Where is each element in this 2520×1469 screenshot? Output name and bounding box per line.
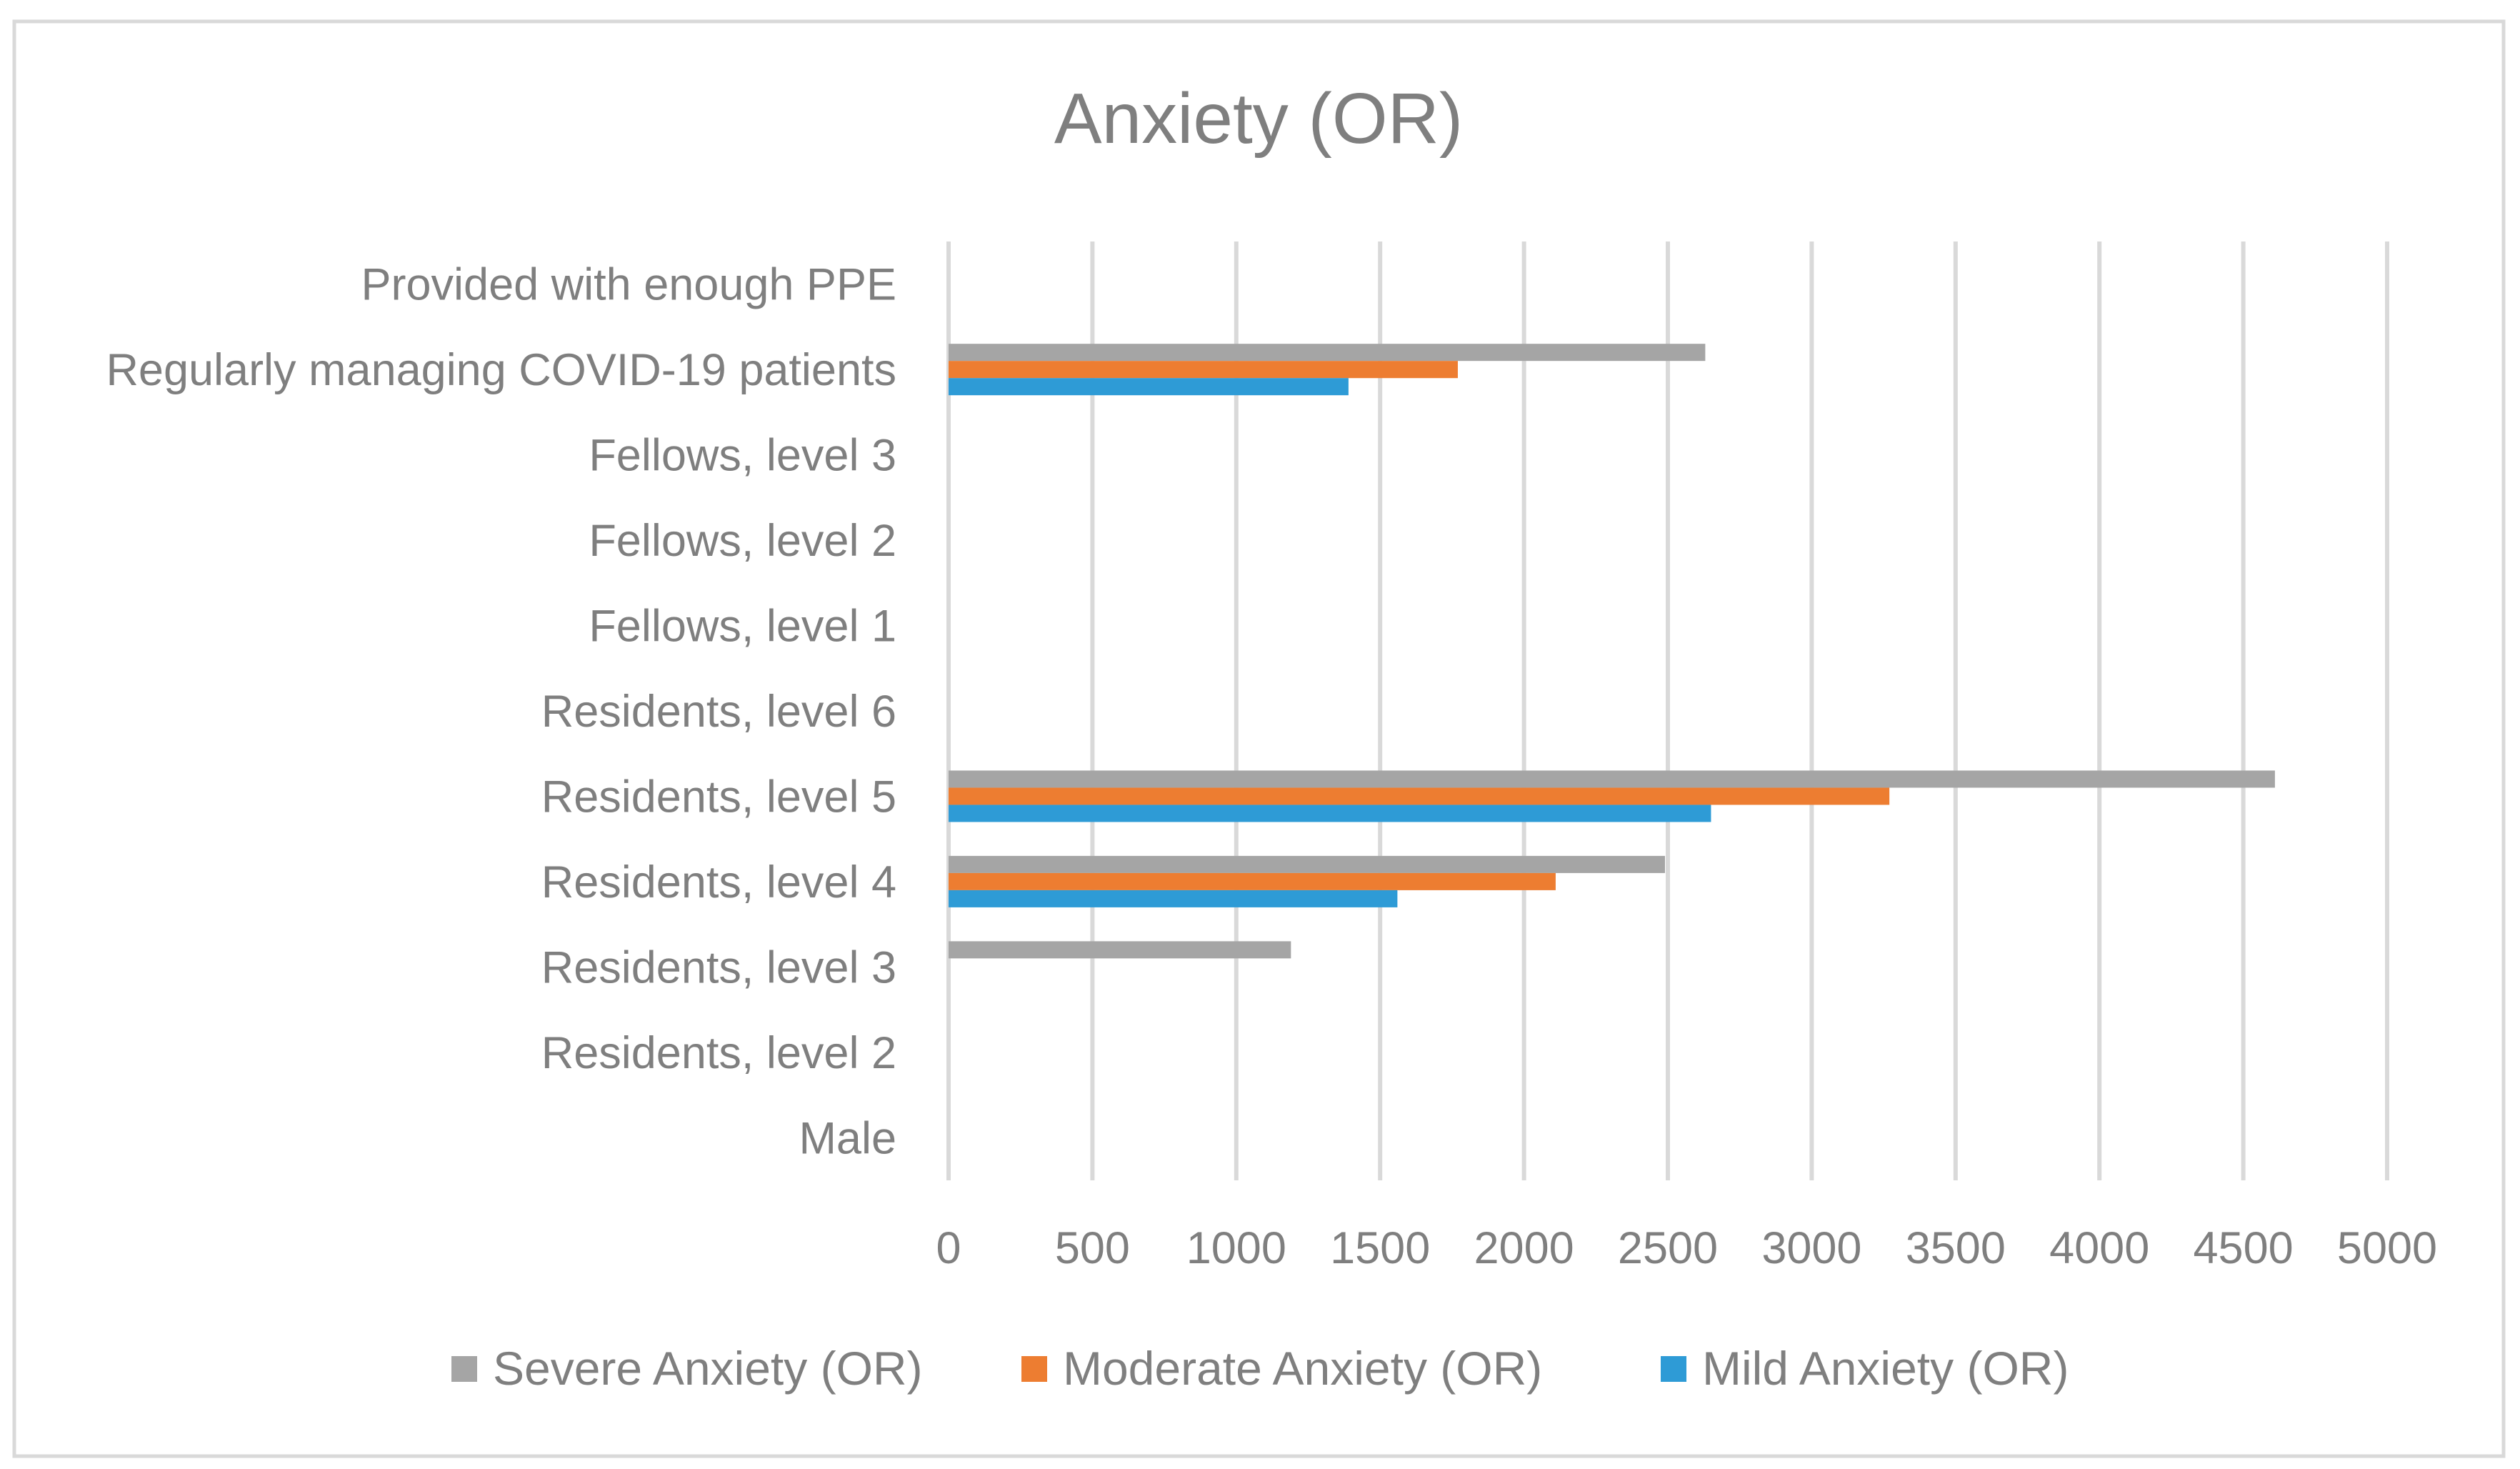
gridlines <box>946 241 2389 1180</box>
x-tick-label: 2500 <box>1618 1223 1718 1273</box>
legend-label-severe-anxiety-or: Severe Anxiety (OR) <box>493 1342 923 1395</box>
category-label-provided-with-enough-ppe: Provided with enough PPE <box>361 260 896 310</box>
bar-moderate-anxiety-or-residents-level-4 <box>949 872 1556 890</box>
category-label-residents-level-6: Residents, level 6 <box>541 687 896 737</box>
category-label-male: Male <box>799 1113 896 1163</box>
bar-moderate-anxiety-or-residents-level-5 <box>949 787 1890 805</box>
x-tick-label: 4500 <box>2194 1223 2294 1273</box>
category-label-residents-level-4: Residents, level 4 <box>541 857 896 907</box>
x-tick-label: 1500 <box>1330 1223 1430 1273</box>
category-label-residents-level-2: Residents, level 2 <box>541 1028 896 1078</box>
legend-label-mild-anxiety-or: Mild Anxiety (OR) <box>1702 1342 2069 1395</box>
chart-frame <box>12 19 2506 1458</box>
bar-moderate-anxiety-or-regularly-managing-covid-19-patients <box>949 361 1458 379</box>
x-tick-label: 3000 <box>1761 1223 1861 1273</box>
category-label-fellows-level-3: Fellows, level 3 <box>589 431 896 481</box>
legend-swatch-severe-anxiety-or <box>451 1356 477 1382</box>
bar-severe-anxiety-or-residents-level-3 <box>949 941 1291 959</box>
legend-label-moderate-anxiety-or: Moderate Anxiety (OR) <box>1063 1342 1542 1395</box>
chart-title: Anxiety (OR) <box>1054 79 1463 159</box>
bar-severe-anxiety-or-residents-level-4 <box>949 855 1665 873</box>
legend: Severe Anxiety (OR) Moderate Anxiety (OR)… <box>451 1342 2069 1395</box>
x-tick-label: 4000 <box>2049 1223 2149 1273</box>
bar-severe-anxiety-or-residents-level-5 <box>949 770 2275 788</box>
category-label-regularly-managing-covid-19-patients: Regularly managing COVID-19 patients <box>106 345 896 395</box>
bars <box>949 344 2275 959</box>
bar-mild-anxiety-or-regularly-managing-covid-19-patients <box>949 378 1349 396</box>
x-tick-label: 0 <box>936 1223 961 1273</box>
category-labels: Provided with enough PPE Regularly managi… <box>106 260 896 1164</box>
x-tick-label: 2000 <box>1474 1223 1574 1273</box>
bar-mild-anxiety-or-residents-level-4 <box>949 890 1398 907</box>
category-label-fellows-level-1: Fellows, level 1 <box>589 602 896 652</box>
x-tick-label: 500 <box>1055 1223 1130 1273</box>
x-tick-label: 1000 <box>1186 1223 1286 1273</box>
x-tick-label: 3500 <box>1906 1223 2006 1273</box>
legend-swatch-moderate-anxiety-or <box>1021 1356 1047 1382</box>
x-tick-label: 5000 <box>2337 1223 2437 1273</box>
category-label-residents-level-5: Residents, level 5 <box>541 772 896 822</box>
category-label-fellows-level-2: Fellows, level 2 <box>589 516 896 566</box>
category-label-residents-level-3: Residents, level 3 <box>541 942 896 992</box>
bar-mild-anxiety-or-residents-level-5 <box>949 805 1711 822</box>
legend-swatch-mild-anxiety-or <box>1661 1356 1686 1382</box>
x-tick-labels: 0 500 1000 1500 2000 2500 3000 3500 4000 4500 5000 <box>936 1223 2437 1273</box>
bar-severe-anxiety-or-regularly-managing-covid-19-patients <box>949 344 1706 362</box>
